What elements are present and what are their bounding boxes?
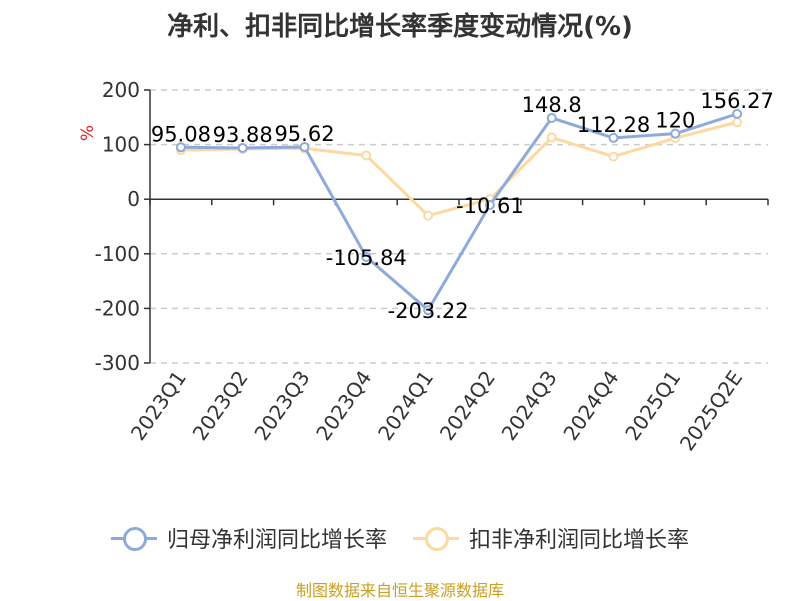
series-point-1[interactable]	[423, 210, 434, 221]
data-label: 93.88	[213, 123, 273, 147]
chart-title: 净利、扣非同比增长率季度变动情况(%)	[167, 12, 633, 42]
x-tick-label: 2024Q1	[373, 366, 438, 445]
y-tick-label: 0	[127, 187, 140, 211]
series-point-0[interactable]	[608, 132, 619, 143]
series-point-1[interactable]	[732, 117, 743, 128]
series-point-0[interactable]	[732, 108, 743, 119]
data-label: 95.62	[274, 122, 334, 146]
legend-swatch-deducted-profit	[413, 526, 459, 551]
legend-label-deducted-profit: 扣非净利润同比增长率	[469, 528, 690, 553]
series-point-0[interactable]	[670, 128, 681, 139]
series-point-0[interactable]	[423, 305, 434, 316]
data-label: -105.84	[326, 246, 407, 270]
x-tick-label: 2024Q3	[497, 366, 562, 445]
data-label: -203.22	[388, 299, 469, 323]
x-tick-label: 2023Q1	[126, 366, 191, 445]
series-point-0[interactable]	[299, 141, 310, 152]
data-label: 120	[655, 109, 695, 133]
legend-item-net-profit[interactable]: 归母净利润同比增长率	[110, 522, 387, 554]
x-tick-label: 2025Q1	[620, 366, 685, 445]
x-tick-label: 2023Q4	[311, 366, 376, 445]
series-lines	[175, 108, 743, 316]
series-point-1[interactable]	[608, 151, 619, 162]
x-tick-label: 2025Q2E	[675, 366, 747, 455]
x-tick-label: 2024Q4	[558, 366, 623, 445]
grid-lines	[150, 89, 768, 364]
series-point-0[interactable]	[484, 199, 495, 210]
series-point-0[interactable]	[361, 251, 372, 262]
y-axis-unit-label: %	[78, 125, 98, 141]
x-tick-label: 2024Q2	[435, 366, 500, 445]
legend-label-net-profit: 归母净利润同比增长率	[166, 528, 387, 553]
data-labels: 95.08 93.88 95.62 -105.84 -203.22 -10.61 148.8…	[151, 89, 774, 323]
series-point-1[interactable]	[361, 150, 372, 161]
series-point-1[interactable]	[546, 132, 557, 143]
y-tick-label: -100	[95, 242, 140, 266]
y-tick-label: -200	[95, 296, 140, 320]
series-point-0[interactable]	[546, 112, 557, 123]
y-tick-label: -300	[95, 351, 140, 375]
data-label: 112.28	[577, 113, 650, 137]
series-point-0[interactable]	[237, 142, 248, 153]
data-label: 148.8	[522, 93, 582, 117]
legend: 归母净利润同比增长率 扣非净利润同比增长率	[0, 518, 800, 558]
series-line-0	[180, 112, 738, 312]
y-tick-label: 100	[102, 133, 140, 157]
series-point-0[interactable]	[175, 142, 186, 153]
source-note: 制图数据来自恒生聚源数据库	[295, 581, 504, 600]
data-label: 95.08	[151, 122, 211, 146]
y-tick-label: 200	[102, 78, 140, 102]
x-tick-label: 2023Q3	[249, 366, 314, 445]
legend-swatch-net-profit	[110, 526, 157, 551]
data-label: 156.27	[700, 89, 773, 113]
data-label: -10.61	[456, 194, 524, 218]
legend-item-deducted-profit[interactable]: 扣非净利润同比增长率	[413, 522, 689, 554]
x-tick-label: 2023Q2	[188, 366, 253, 445]
